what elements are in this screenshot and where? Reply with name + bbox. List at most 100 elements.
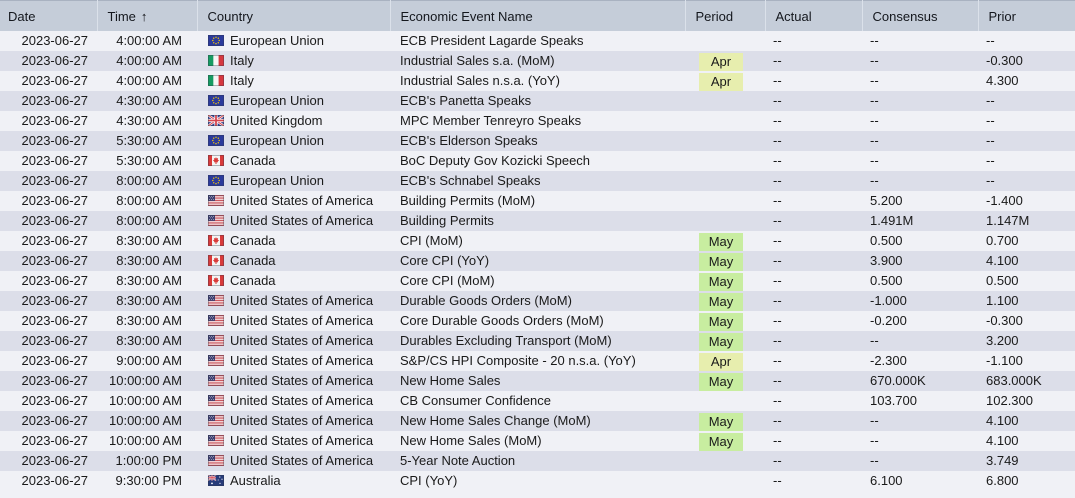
actual-cell: --	[773, 133, 782, 148]
country-name: Canada	[230, 273, 276, 288]
event-row[interactable]: 2023-06-27 5:30:00 AM Canada BoC Deputy …	[0, 151, 1075, 171]
event-row[interactable]: 2023-06-27 9:30:00 PM Australia CPI (YoY…	[0, 471, 1075, 491]
event-row[interactable]: 2023-06-27 10:00:00 AM United States of …	[0, 431, 1075, 451]
time-cell: 5:30:00 AM	[116, 133, 182, 148]
period-badge: May	[699, 232, 743, 251]
country-flag-icon	[208, 115, 224, 126]
actual-cell: --	[773, 433, 782, 448]
time-cell: 9:30:00 PM	[115, 473, 183, 488]
event-row[interactable]: 2023-06-27 10:00:00 AM United States of …	[0, 391, 1075, 411]
event-name-cell: Industrial Sales n.s.a. (YoY)	[400, 73, 560, 88]
event-row[interactable]: 2023-06-27 8:30:00 AM Canada Core CPI (M…	[0, 271, 1075, 291]
time-cell: 10:00:00 AM	[109, 413, 182, 428]
event-row[interactable]: 2023-06-27 5:30:00 AM European Union ECB…	[0, 131, 1075, 151]
period-badge: Apr	[699, 52, 743, 71]
date-cell: 2023-06-27	[21, 193, 89, 208]
event-row[interactable]: 2023-06-27 8:30:00 AM United States of A…	[0, 331, 1075, 351]
country-cell: United States of America	[197, 311, 390, 331]
country-flag-icon	[208, 135, 224, 146]
date-cell: 2023-06-27	[21, 153, 89, 168]
actual-cell: --	[773, 453, 782, 468]
prior-cell: 683.000K	[986, 373, 1042, 388]
date-cell: 2023-06-27	[21, 133, 89, 148]
country-name: United States of America	[230, 293, 374, 308]
period-cell: May	[685, 431, 765, 451]
actual-cell: --	[773, 473, 782, 488]
country-flag-icon	[208, 435, 224, 446]
column-header-prior[interactable]: Prior	[978, 0, 1075, 31]
event-row[interactable]: 2023-06-27 8:00:00 AM United States of A…	[0, 191, 1075, 211]
date-cell: 2023-06-27	[21, 353, 89, 368]
event-row[interactable]: 2023-06-27 4:30:00 AM European Union ECB…	[0, 91, 1075, 111]
event-row[interactable]: 2023-06-27 10:00:00 AM United States of …	[0, 411, 1075, 431]
column-header-actual[interactable]: Actual	[765, 0, 863, 31]
column-header-event-name[interactable]: Economic Event Name	[390, 0, 686, 31]
country-cell: United States of America	[197, 391, 390, 411]
period-cell: Apr	[685, 51, 765, 71]
period-cell	[685, 151, 765, 171]
country-name: United States of America	[230, 193, 374, 208]
event-name-cell: MPC Member Tenreyro Speaks	[400, 113, 582, 128]
country-cell: Italy	[197, 51, 390, 71]
time-cell: 8:00:00 AM	[116, 213, 182, 228]
period-badge: May	[699, 252, 743, 271]
event-name-cell: Core CPI (YoY)	[400, 253, 490, 268]
country-cell: European Union	[197, 171, 390, 191]
time-cell: 4:30:00 AM	[116, 93, 182, 108]
time-cell: 8:00:00 AM	[116, 193, 182, 208]
event-row[interactable]: 2023-06-27 8:30:00 AM Canada CPI (MoM) M…	[0, 231, 1075, 251]
date-cell: 2023-06-27	[21, 93, 89, 108]
event-row[interactable]: 2023-06-27 9:00:00 AM United States of A…	[0, 351, 1075, 371]
column-header-label: Economic Event Name	[400, 8, 533, 24]
consensus-cell: --	[870, 433, 879, 448]
column-header-time[interactable]: Time ↑	[97, 0, 198, 31]
event-row[interactable]: 2023-06-27 8:30:00 AM Canada Core CPI (Y…	[0, 251, 1075, 271]
event-row[interactable]: 2023-06-27 8:30:00 AM United States of A…	[0, 311, 1075, 331]
actual-cell: --	[773, 333, 782, 348]
period-badge: May	[699, 292, 743, 311]
country-name: United States of America	[230, 313, 374, 328]
event-name-cell: ECB President Lagarde Speaks	[400, 33, 584, 48]
country-cell: United States of America	[197, 331, 390, 351]
column-header-label: Actual	[775, 8, 812, 24]
country-cell: United States of America	[197, 371, 390, 391]
event-name-cell: Core CPI (MoM)	[400, 273, 495, 288]
period-badge: May	[699, 272, 743, 291]
event-row[interactable]: 2023-06-27 4:00:00 AM Italy Industrial S…	[0, 51, 1075, 71]
time-cell: 4:00:00 AM	[116, 73, 182, 88]
actual-cell: --	[773, 373, 782, 388]
country-name: United States of America	[230, 433, 374, 448]
event-name-cell: New Home Sales (MoM)	[400, 433, 542, 448]
prior-cell: --	[986, 173, 995, 188]
country-flag-icon	[208, 395, 224, 406]
event-row[interactable]: 2023-06-27 8:00:00 AM United States of A…	[0, 211, 1075, 231]
period-cell: May	[685, 411, 765, 431]
prior-cell: --	[986, 153, 995, 168]
event-row[interactable]: 2023-06-27 4:00:00 AM European Union ECB…	[0, 31, 1075, 51]
event-row[interactable]: 2023-06-27 1:00:00 PM United States of A…	[0, 451, 1075, 471]
country-flag-icon	[208, 235, 224, 246]
country-flag-icon	[208, 95, 224, 106]
event-row[interactable]: 2023-06-27 4:30:00 AM United Kingdom MPC…	[0, 111, 1075, 131]
event-row[interactable]: 2023-06-27 8:30:00 AM United States of A…	[0, 291, 1075, 311]
consensus-cell: 5.200	[870, 193, 903, 208]
consensus-cell: 0.500	[870, 273, 903, 288]
column-header-period[interactable]: Period	[685, 0, 766, 31]
column-header-country[interactable]: Country	[197, 0, 391, 31]
column-header-date[interactable]: Date	[0, 0, 98, 31]
event-name-cell: Durables Excluding Transport (MoM)	[400, 333, 612, 348]
time-cell: 8:00:00 AM	[116, 173, 182, 188]
period-badge: Apr	[699, 352, 743, 371]
date-cell: 2023-06-27	[21, 333, 89, 348]
time-cell: 8:30:00 AM	[116, 293, 182, 308]
country-flag-icon	[208, 35, 224, 46]
event-row[interactable]: 2023-06-27 8:00:00 AM European Union ECB…	[0, 171, 1075, 191]
event-row[interactable]: 2023-06-27 10:00:00 AM United States of …	[0, 371, 1075, 391]
prior-cell: 1.100	[986, 293, 1019, 308]
event-row[interactable]: 2023-06-27 4:00:00 AM Italy Industrial S…	[0, 71, 1075, 91]
column-header-consensus[interactable]: Consensus	[862, 0, 979, 31]
actual-cell: --	[773, 353, 782, 368]
period-cell	[685, 211, 765, 231]
actual-cell: --	[773, 193, 782, 208]
period-cell: May	[685, 231, 765, 251]
